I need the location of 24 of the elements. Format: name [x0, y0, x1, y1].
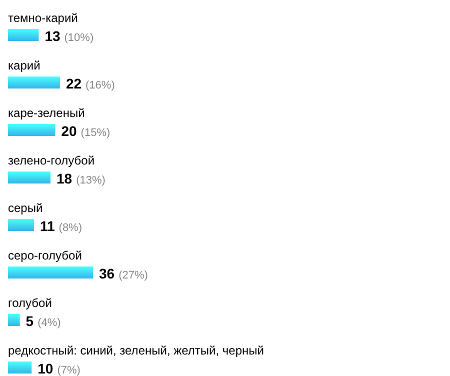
- y-tick-label: серо-голубой: [8, 248, 82, 262]
- y-tick-label: каре-зеленый: [8, 106, 85, 120]
- bar: [8, 314, 20, 326]
- data-label: 18 (13%): [56, 170, 106, 186]
- bar: [8, 124, 56, 136]
- y-tick-label: голубой: [8, 296, 52, 310]
- y-tick-label: карий: [8, 58, 40, 72]
- data-label: 5 (4%): [26, 313, 61, 329]
- y-tick-label: серый: [8, 201, 43, 215]
- bar: [8, 219, 34, 231]
- y-tick-label: темно-карий: [8, 11, 78, 25]
- y-tick-label: зелено-голубой: [8, 154, 95, 168]
- data-label: 10 (7%): [38, 360, 80, 376]
- data-label: 13 (10%): [44, 28, 94, 44]
- data-label: 20 (15%): [61, 123, 110, 139]
- y-tick-label: редкостный: синий, зеленый, желтый, черный: [8, 344, 264, 358]
- bar: [8, 172, 50, 184]
- bar: [8, 76, 60, 88]
- data-label: 22 (16%): [66, 76, 115, 92]
- data-label: 11 (8%): [40, 218, 82, 234]
- bar: [8, 266, 93, 278]
- data-label: 36 (27%): [99, 266, 148, 282]
- bar: [8, 29, 39, 41]
- bar: [8, 362, 32, 374]
